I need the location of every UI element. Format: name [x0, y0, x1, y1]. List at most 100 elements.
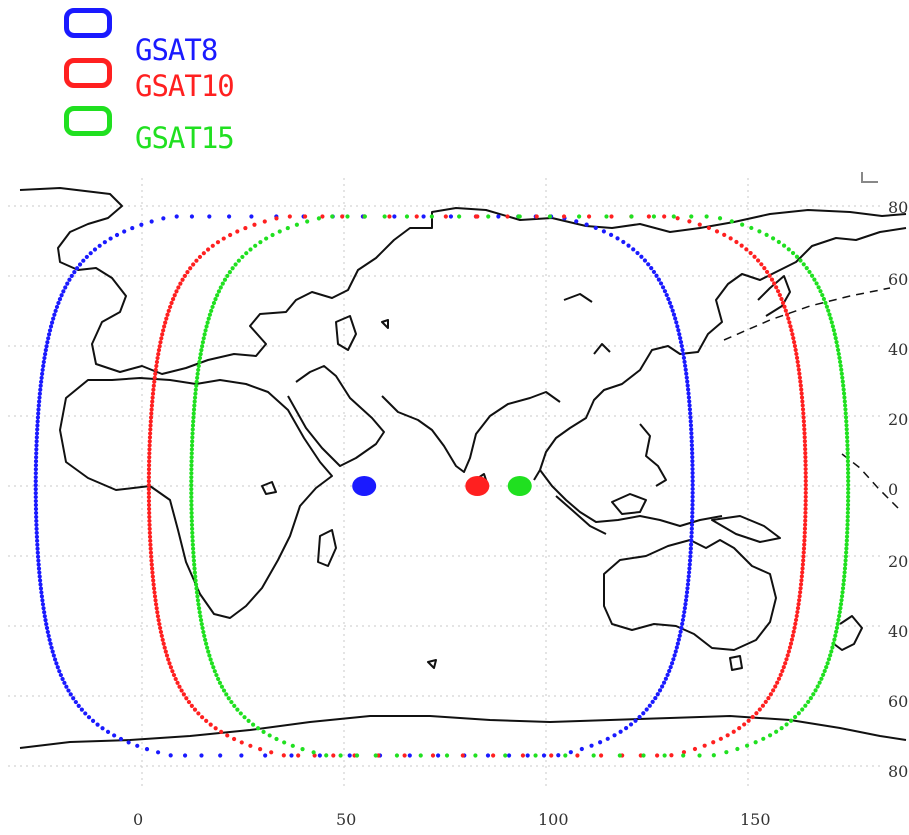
coverage-point: [840, 379, 845, 384]
coverage-point: [34, 447, 39, 452]
coverage-point: [42, 610, 47, 615]
coverage-point: [687, 399, 692, 404]
coverage-point: [798, 383, 803, 388]
coverage-point: [667, 668, 672, 674]
coverage-point: [226, 214, 232, 219]
coverage-point: [833, 336, 838, 341]
coverage-point: [666, 296, 671, 302]
coverage-point: [830, 324, 835, 329]
coverage-point: [50, 649, 55, 654]
coverage-gsat15: [189, 214, 851, 758]
coverage-point: [800, 562, 805, 567]
coverage-point: [681, 355, 687, 360]
coverage-point: [38, 582, 43, 587]
coverage-point: [90, 718, 96, 724]
coverage-point: [491, 753, 496, 758]
coverage-point: [755, 258, 761, 263]
coverage-point: [436, 753, 441, 758]
coverage-point: [112, 733, 117, 738]
coverage-point: [165, 312, 170, 317]
coverage-point: [148, 415, 154, 420]
coverage-point: [631, 247, 636, 252]
coverage-point: [834, 625, 840, 630]
coverage-point: [235, 229, 240, 234]
x-tick-100: 100: [538, 810, 569, 829]
coverage-point: [191, 415, 196, 420]
coverage-point: [677, 332, 682, 337]
coverage-point: [688, 423, 694, 428]
coverage-point: [294, 222, 299, 227]
coverage-point: [189, 498, 194, 504]
coverage-point: [664, 292, 669, 298]
coverage-point: [796, 363, 801, 368]
coverage-point: [742, 722, 747, 727]
coverage-point: [429, 214, 434, 219]
coverage-point: [161, 216, 166, 221]
coverage-gsat10: [146, 214, 808, 758]
coverage-point: [72, 269, 77, 275]
coverage-point: [48, 324, 54, 329]
coverage-point: [233, 262, 238, 267]
coverage-point: [845, 462, 851, 468]
coverage-point: [799, 578, 804, 583]
coverage-point: [147, 526, 152, 531]
coverage-point: [690, 498, 695, 503]
coverage-point: [118, 736, 124, 742]
coverage-point: [791, 629, 796, 634]
coverage-point: [204, 641, 209, 646]
coverage-point: [190, 538, 195, 543]
coverage-point: [803, 703, 808, 708]
coverage-point: [782, 304, 787, 309]
coverage-point: [246, 718, 251, 724]
coverage-point: [302, 214, 308, 219]
coverage-point: [717, 216, 723, 221]
coverage-point: [36, 558, 41, 563]
coverage-point: [43, 618, 48, 623]
coverage-point: [150, 566, 155, 571]
coverage-point: [168, 753, 173, 758]
coverage-point: [191, 407, 197, 412]
coverage-point: [34, 526, 39, 531]
coverage-point: [801, 546, 807, 551]
coverage-point: [189, 459, 194, 464]
coverage-point: [189, 502, 194, 508]
coverage-point: [842, 395, 847, 400]
coverage-point: [795, 359, 800, 364]
coverage-point: [687, 558, 693, 563]
coverage-point: [731, 729, 736, 734]
coverage-point: [684, 371, 689, 376]
coverage-point: [197, 610, 202, 615]
coverage-point: [253, 243, 258, 248]
coverage-point: [635, 250, 640, 256]
coverage-point: [460, 753, 465, 758]
coverage-point: [689, 447, 695, 452]
coverage-point: [79, 707, 84, 712]
coverage-point: [763, 699, 768, 705]
coverage-point: [759, 262, 764, 267]
legend-swatch-gsat10: [64, 58, 112, 88]
coverage-point: [60, 676, 65, 682]
coverage-point: [155, 750, 161, 755]
coverage-point: [57, 669, 62, 674]
coverage-point: [844, 423, 849, 428]
coverage-point: [802, 538, 807, 543]
coverage-point: [178, 281, 183, 286]
coverage-point: [170, 669, 175, 674]
coverage-point: [148, 423, 153, 428]
coverage-point: [208, 722, 213, 727]
coverage-point: [191, 411, 196, 416]
coverage-point: [189, 494, 194, 500]
coverage-point: [525, 753, 530, 758]
coverage-point: [844, 538, 849, 543]
coverage-point: [41, 606, 46, 611]
coverage-point: [671, 312, 677, 317]
coverage-point: [685, 586, 690, 591]
coverage-point: [81, 258, 86, 263]
coverage-point: [66, 688, 71, 693]
coverage-point: [690, 455, 695, 460]
coverage-point: [556, 753, 561, 758]
coverage-point: [179, 688, 184, 693]
coverage-point: [824, 304, 829, 309]
coverage-point: [803, 466, 808, 472]
coverage-point: [845, 466, 851, 472]
